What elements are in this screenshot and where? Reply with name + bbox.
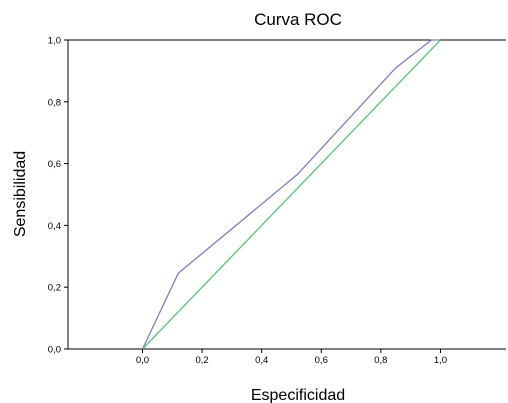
y-tick-label: 0,6 [48,159,61,170]
y-tick-label: 0,0 [48,345,61,356]
x-tick-label: 0,8 [374,355,387,366]
x-tick-label: 0,2 [195,355,208,366]
y-axis-title: Sensibilidad [12,151,29,237]
y-tick-label: 1,0 [48,36,61,47]
roc-curve-line [141,39,441,350]
x-tick-label: 1,0 [434,355,447,366]
y-tick-label: 0,4 [48,221,61,232]
x-tick-label: 0,0 [136,355,149,366]
chart-title: Curva ROC [254,10,342,29]
series-layer [141,39,441,350]
y-tick-label: 0,2 [48,283,61,294]
reference-diagonal-line [142,39,441,350]
x-tick-label: 0,4 [255,355,268,366]
x-axis-title: Especificidad [251,387,345,403]
x-tick-label: 0,6 [315,355,328,366]
plot-frame [67,39,506,350]
x-axis-ticks: 0,0 0,2 0,4 0,6 0,8 1,0 [136,349,447,366]
y-axis-ticks: 0,0 0,2 0,4 0,6 0,8 1,0 [48,36,68,356]
y-tick-label: 0,8 [48,97,61,108]
